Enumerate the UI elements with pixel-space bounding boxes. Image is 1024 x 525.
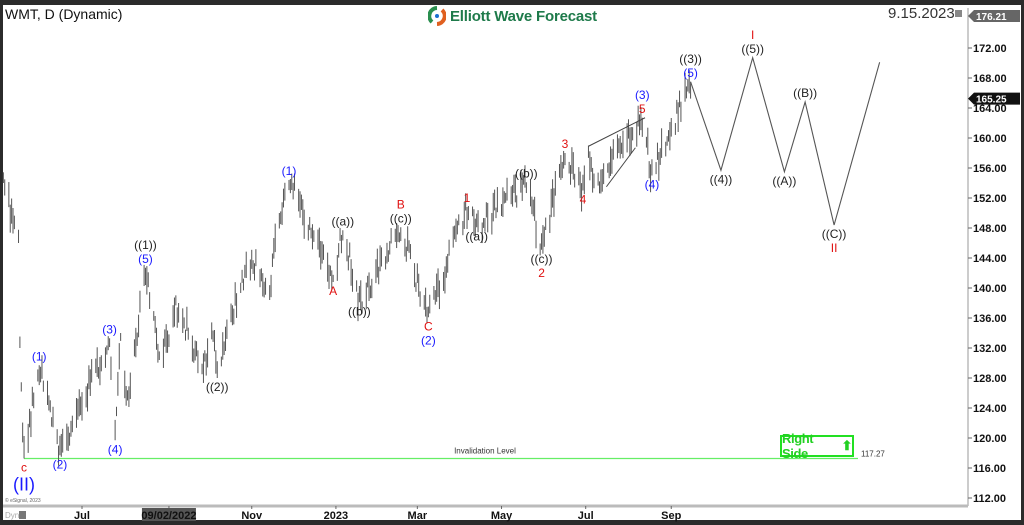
wave-label: 3 <box>562 137 569 151</box>
wave-label: I <box>751 28 754 42</box>
logo: Elliott Wave Forecast <box>428 6 597 26</box>
copyright: © eSignal, 2023 <box>5 497 41 504</box>
wave-label: (4) <box>108 442 123 456</box>
x-tick-label: 2023 <box>324 510 348 522</box>
wave-label: ((3)) <box>679 52 702 66</box>
wave-label: ((b)) <box>348 304 371 318</box>
wave-label: ((4)) <box>710 172 733 186</box>
y-tick-label: 120.00 <box>973 433 1007 445</box>
wave-label: A <box>329 284 337 298</box>
x-tick-label: Jul <box>578 510 594 522</box>
x-tick-label: 09/02/2022 <box>141 510 196 522</box>
x-tick-label: Jul <box>74 510 90 522</box>
right-side-label: Right Side <box>782 431 814 461</box>
wave-label: (1) <box>282 164 297 178</box>
wave-label: (5) <box>683 66 698 80</box>
y-tick-label: 172.00 <box>973 43 1007 55</box>
y-tick-label: 152.00 <box>973 193 1007 205</box>
wave-label: 1 <box>464 191 471 205</box>
wave-label: ((5)) <box>741 42 764 56</box>
wave-label: 5 <box>639 102 646 116</box>
x-tick-label: Nov <box>241 510 263 522</box>
y-tick-label: 136.00 <box>973 313 1007 325</box>
arrow-up-icon: ⬆ <box>841 438 853 453</box>
y-tick-label: 164.00 <box>973 103 1007 115</box>
y-tick-label: 124.00 <box>973 403 1007 415</box>
date-menu-icon[interactable] <box>955 10 962 17</box>
dyn-settings-icon[interactable] <box>19 511 26 519</box>
diagonal-trendline <box>605 147 636 188</box>
wave-label: (5) <box>138 252 153 266</box>
projection-path <box>690 55 881 226</box>
x-cursor-highlight <box>141 508 196 521</box>
chart-date: 9.15.2023 <box>888 5 955 22</box>
logo-text: Elliott Wave Forecast <box>450 7 597 25</box>
chart-window <box>3 5 1021 520</box>
y-tick-label: 168.00 <box>973 73 1007 85</box>
y-tick-label: 156.00 <box>973 163 1007 175</box>
logo-icon <box>428 6 446 26</box>
wave-label: 2 <box>538 266 545 280</box>
top-price-tag <box>968 10 1020 22</box>
wave-label: 4 <box>580 193 587 207</box>
wave-label: ((A)) <box>772 174 796 188</box>
chart-title: WMT, D (Dynamic) <box>5 6 123 22</box>
wave-label: (II) <box>13 474 35 494</box>
wave-label: (3) <box>635 88 650 102</box>
wave-label: (3) <box>102 322 117 336</box>
invalidation-label: Invalidation Level <box>454 446 516 455</box>
dyn-label: Dyn <box>5 511 19 520</box>
y-tick-label: 128.00 <box>973 373 1007 385</box>
y-tick-label: 144.00 <box>973 253 1007 265</box>
wave-label: ((C)) <box>822 227 847 241</box>
wave-label: ((2)) <box>206 380 229 394</box>
wave-label: C <box>424 319 433 333</box>
wave-label: ((a)) <box>331 214 354 228</box>
wave-label: II <box>831 241 838 255</box>
wave-label: c <box>21 460 27 474</box>
right-side-badge: Right Side ⬆ <box>780 431 854 461</box>
wave-label: ((b)) <box>515 166 538 180</box>
y-tick-label: 140.00 <box>973 283 1007 295</box>
wave-label: ((B)) <box>793 86 817 100</box>
wave-label: B <box>397 197 405 211</box>
y-tick-label: 112.00 <box>973 493 1006 505</box>
wave-label: (1) <box>32 349 47 363</box>
top-price-tag-label: 176.21 <box>976 12 1007 23</box>
y-tick-label: 116.00 <box>973 463 1006 475</box>
y-tick-label: 148.00 <box>973 223 1007 235</box>
wave-label: ((c)) <box>531 252 553 266</box>
wave-label: (4) <box>645 178 660 192</box>
wave-label: ((1)) <box>134 238 157 252</box>
last-price-tag <box>968 92 1020 105</box>
wave-label: ((c)) <box>390 211 412 225</box>
invalidation-value: 117.27 <box>861 449 885 458</box>
y-tick-label: 132.00 <box>973 343 1007 355</box>
x-tick-label: May <box>491 510 513 522</box>
x-tick-label: Sep <box>661 510 681 522</box>
last-price-label: 165.25 <box>976 95 1007 106</box>
wave-label: ((a)) <box>465 229 488 243</box>
wave-label: (2) <box>421 333 436 347</box>
x-tick-label: Mar <box>408 510 428 522</box>
y-tick-label: 160.00 <box>973 133 1007 145</box>
diagonal-trendline <box>588 117 646 147</box>
wave-label: (2) <box>53 457 68 471</box>
